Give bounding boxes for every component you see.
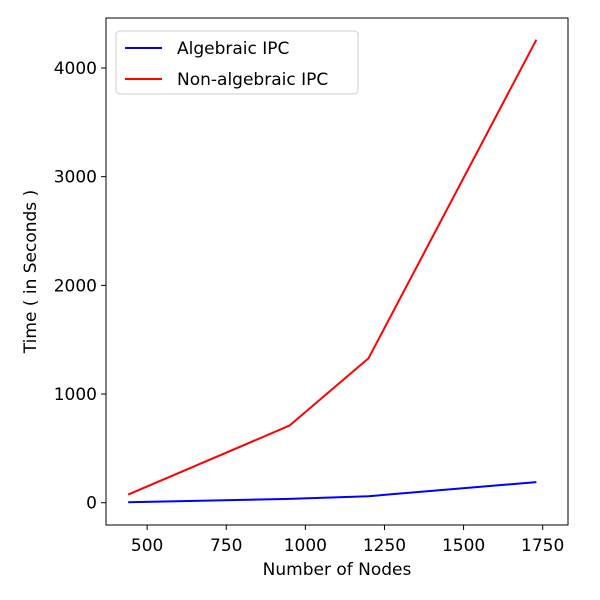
y-axis-label: Time ( in Seconds ) bbox=[21, 190, 41, 354]
x-axis-ticks: 500 750 1000 1250 1500 1750 bbox=[131, 525, 564, 556]
y-axis-ticks: 0 1000 2000 3000 4000 bbox=[54, 59, 106, 514]
y-tick-label: 1000 bbox=[54, 385, 97, 405]
x-tick-label: 1000 bbox=[284, 536, 327, 556]
legend-label-1: Non-algebraic IPC bbox=[177, 70, 328, 90]
x-tick-label: 1750 bbox=[521, 536, 564, 556]
y-tick-label: 0 bbox=[86, 494, 97, 514]
legend-box bbox=[115, 30, 359, 95]
x-tick-label: 1250 bbox=[363, 536, 406, 556]
legend-label-0: Algebraic IPC bbox=[177, 39, 289, 59]
y-tick-label: 2000 bbox=[54, 276, 97, 296]
y-tick-label: 4000 bbox=[54, 59, 97, 79]
x-tick-label: 1500 bbox=[442, 536, 485, 556]
legend: Algebraic IPC Non-algebraic IPC bbox=[115, 30, 359, 95]
plot-frame bbox=[105, 17, 569, 526]
y-tick-label: 3000 bbox=[54, 168, 97, 188]
series-layer bbox=[127, 39, 538, 504]
series-line-1 bbox=[127, 39, 538, 496]
series-line-0 bbox=[128, 481, 537, 504]
x-tick-label: 500 bbox=[131, 536, 163, 556]
x-tick-label: 750 bbox=[210, 536, 242, 556]
x-axis-label: Number of Nodes bbox=[263, 560, 412, 580]
